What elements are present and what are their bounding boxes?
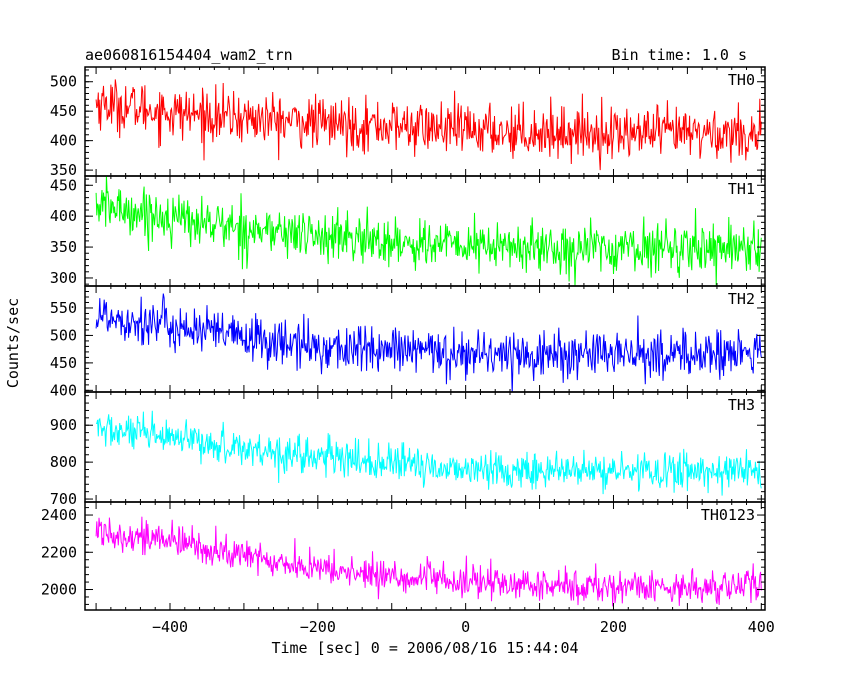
series-line-th2 [95, 293, 762, 392]
y-tick-label: 400 [50, 207, 77, 225]
panel-frame [84, 391, 766, 503]
x-tick-label: −400 [152, 618, 188, 636]
y-tick-label: 350 [50, 238, 77, 256]
x-axis-label: Time [sec] 0 = 2006/08/16 15:44:04 [271, 639, 578, 657]
y-tick-label: 2200 [41, 543, 77, 561]
series-label: TH1 [728, 180, 755, 198]
y-tick-label: 300 [50, 269, 77, 287]
y-tick-label: 400 [50, 381, 77, 399]
series-label: TH0 [728, 71, 755, 89]
series-line-th3 [95, 410, 762, 496]
y-tick-label: 450 [50, 176, 77, 194]
x-axis-tick-labels: −400 −200 0 200 400 [152, 618, 775, 636]
y-tick-label: 800 [50, 453, 77, 471]
series-line-th0123 [95, 516, 762, 607]
bin-time-label: Bin time: 1.0 s [612, 46, 747, 64]
panel-th1: 300 350 400 450 TH1 [50, 175, 766, 287]
y-axis-label: Counts/sec [4, 298, 22, 388]
x-tick-label: 400 [748, 618, 775, 636]
plot-title: ae060816154404_wam2_trn [85, 46, 293, 64]
panel-th0: 350 400 450 500 TH0 [50, 66, 766, 179]
panel-th0123: 2000 2200 2400 TH0123 [41, 501, 766, 611]
y-tick-label: 2000 [41, 581, 77, 599]
y-tick-label: 700 [50, 490, 77, 508]
panel-frame [84, 501, 766, 611]
series-label: TH0123 [701, 506, 755, 524]
y-tick-label: 2400 [41, 506, 77, 524]
x-tick-label: −200 [300, 618, 336, 636]
series-label: TH3 [728, 396, 755, 414]
series-line-th1 [95, 176, 762, 286]
y-tick-label: 450 [50, 354, 77, 372]
y-tick-label: 500 [50, 326, 77, 344]
y-tick-label: 350 [50, 161, 77, 179]
y-tick-label: 450 [50, 102, 77, 120]
series-line-th0 [95, 79, 762, 171]
panel-th2: 400 450 500 550 TH2 [50, 285, 766, 399]
x-tick-label: 0 [461, 618, 470, 636]
y-tick-label: 550 [50, 299, 77, 317]
series-label: TH2 [728, 290, 755, 308]
panel-th3: 700 800 900 TH3 [50, 391, 766, 508]
y-tick-label: 400 [50, 132, 77, 150]
y-tick-label: 900 [50, 416, 77, 434]
y-tick-label: 500 [50, 73, 77, 91]
panels: 350 400 450 500 TH0 300 350 400 450 TH1 400 450 500 5… [41, 66, 766, 611]
x-tick-label: 200 [600, 618, 627, 636]
